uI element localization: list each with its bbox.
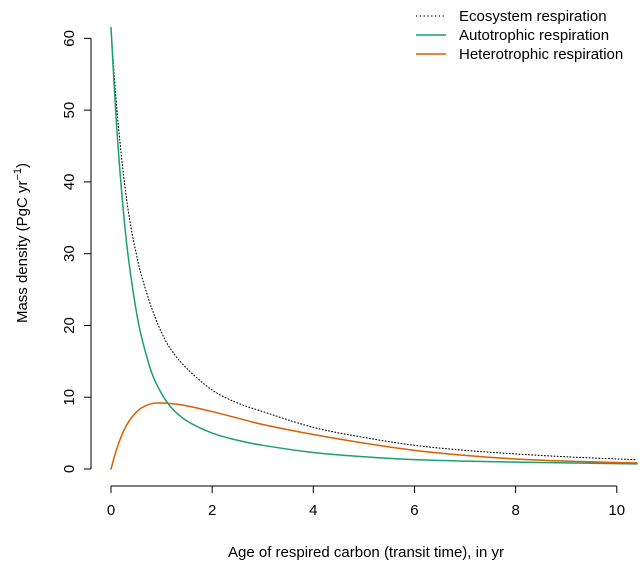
legend-label-autotrophic: Autotrophic respiration xyxy=(459,27,609,44)
y-tick-label: 0 xyxy=(61,465,78,473)
ecosystem-respiration-line xyxy=(110,27,638,461)
plot-lines xyxy=(110,26,638,470)
y-tick-label: 10 xyxy=(61,389,78,406)
x-tick-label: 4 xyxy=(309,502,317,519)
x-tick-label: 2 xyxy=(208,502,216,519)
x-axis-title: Age of respired carbon (transit time), i… xyxy=(228,544,504,561)
x-tick-label: 6 xyxy=(410,502,418,519)
y-axis: 0 10 20 30 40 50 60 xyxy=(61,30,92,473)
x-tick-label: 8 xyxy=(511,502,519,519)
y-axis-title-superscript: −1 xyxy=(12,168,24,181)
y-tick-label: 50 xyxy=(61,102,78,119)
x-tick-label: 0 xyxy=(107,502,115,519)
legend-label-ecosystem: Ecosystem respiration xyxy=(459,8,607,25)
y-axis-title-close: ) xyxy=(14,163,31,168)
x-tick-label: 10 xyxy=(608,502,625,519)
legend-label-heterotrophic: Heterotrophic respiration xyxy=(459,46,623,63)
y-tick-label: 20 xyxy=(61,317,78,334)
x-axis: 0 2 4 6 8 10 xyxy=(107,485,625,519)
legend: Ecosystem respiration Autotrophic respir… xyxy=(416,8,623,63)
y-axis-title-main: Mass density (PgC yr xyxy=(14,181,31,324)
y-axis-title: Mass density (PgC yr−1) xyxy=(12,163,31,323)
y-tick-label: 30 xyxy=(61,245,78,262)
y-tick-label: 40 xyxy=(61,174,78,191)
heterotrophic-respiration-line xyxy=(110,402,638,470)
y-tick-label: 60 xyxy=(61,30,78,47)
autotrophic-respiration-line xyxy=(110,26,638,465)
